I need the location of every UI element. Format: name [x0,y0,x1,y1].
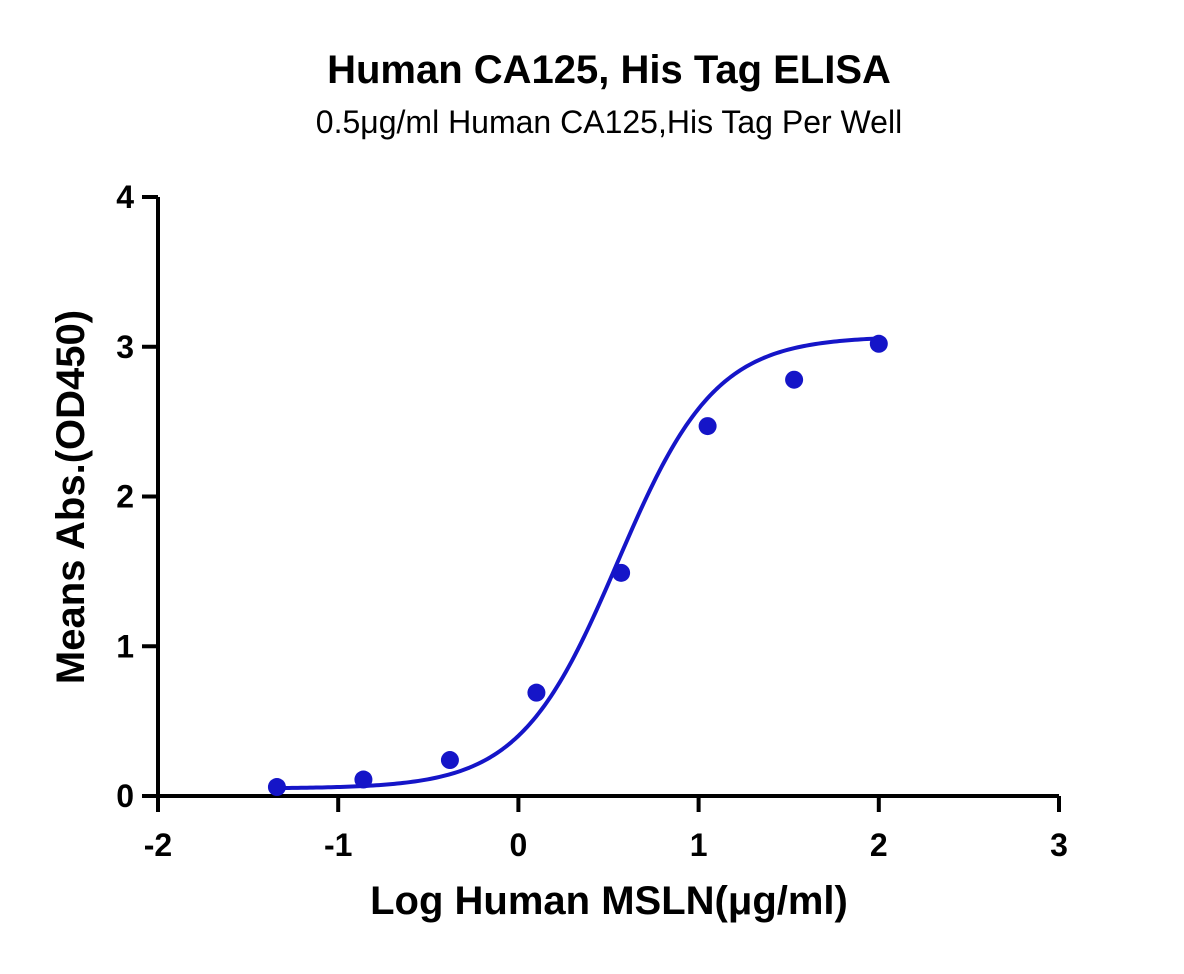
data-point [785,370,804,389]
axes: -2 -1 0 1 2 3 0 1 2 3 4 [116,179,1068,863]
data-point [869,334,888,353]
fit-curve-line [274,336,881,791]
x-tick-label: -1 [324,827,352,863]
x-axis-title: Log Human MSLN(μg/ml) [370,879,848,923]
data-point [527,683,546,702]
chart-subtitle: 0.5μg/ml Human CA125,His Tag Per Well [316,104,902,140]
data-point [267,778,286,797]
y-tick-label: 2 [116,479,134,515]
x-tick-label: -2 [144,827,172,863]
y-tick-label: 1 [116,628,134,664]
y-tick-label: 0 [116,778,134,814]
data-point [698,417,717,436]
x-tick-label: 1 [690,827,708,863]
y-axis-title: Means Abs.(OD450) [49,310,93,684]
data-point [354,770,373,789]
data-points-layer [267,334,888,797]
data-point [440,751,459,770]
y-tick-label: 3 [116,329,134,365]
chart-title: Human CA125, His Tag ELISA [327,48,891,92]
x-tick-label: 2 [870,827,888,863]
x-tick-label: 0 [510,827,528,863]
y-tick-label: 4 [116,179,134,215]
data-point [612,563,631,582]
x-tick-label: 3 [1050,827,1068,863]
fit-curve-layer [274,336,881,791]
